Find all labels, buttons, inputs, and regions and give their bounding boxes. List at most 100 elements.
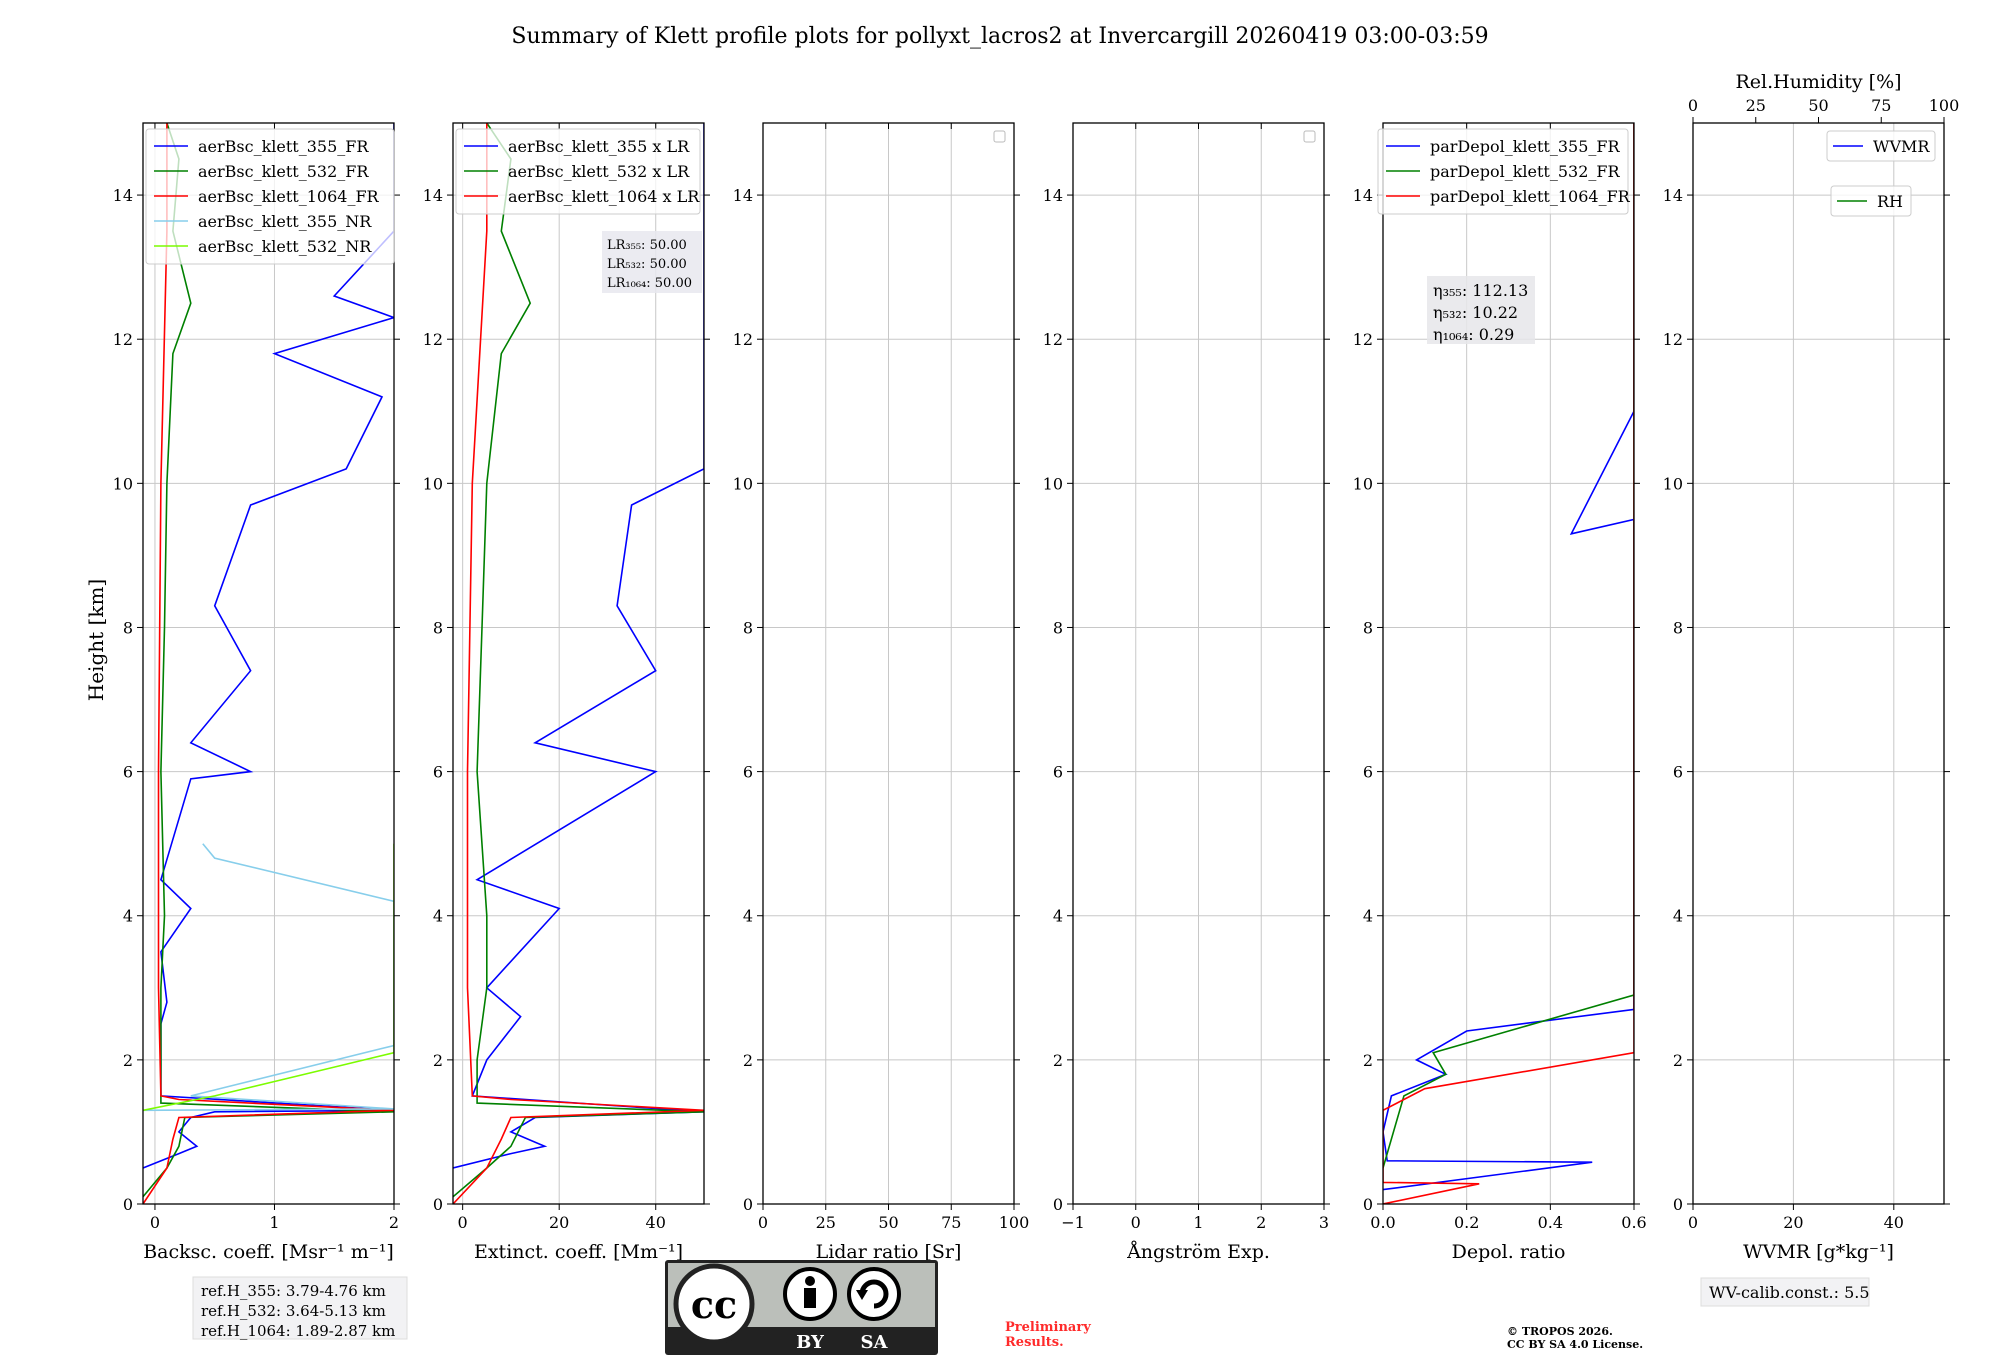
y-tick-label: 12 [1043,330,1063,349]
y-tick-label: 14 [1043,186,1063,205]
sa-label: SA [861,1332,889,1353]
legend-entry: parDepol_klett_355_FR [1430,137,1621,156]
x-tick-label: 3 [1319,1213,1329,1232]
legend-entry: aerBsc_klett_532_FR [198,162,369,181]
top-tick-label: 100 [1929,96,1960,115]
x-axis-label: WVMR [g*kg⁻¹] [1743,1241,1894,1263]
series-line-aerBsc_klett_532_NR [143,843,394,1112]
x-axis-label: Backsc. coeff. [Msr⁻¹ m⁻¹] [143,1241,394,1263]
x-tick-label: 0.2 [1454,1213,1479,1232]
y-tick-label: 6 [123,763,133,782]
y-tick-label: 14 [1663,186,1683,205]
y-tick-label: 0 [1053,1195,1063,1214]
x-tick-label: 0 [458,1213,468,1232]
y-tick-label: 4 [1673,907,1683,926]
y-tick-label: 10 [1663,474,1683,493]
legend-entry: aerBsc_klett_355_NR [198,212,372,231]
top-axis-label: Rel.Humidity [%] [1735,71,1901,93]
legend-entry: parDepol_klett_532_FR [1430,162,1621,181]
y-tick-label: 2 [1053,1051,1063,1070]
series-group [1383,123,1634,1204]
ref-height-1064: ref.H_1064: 1.89-2.87 km [201,1322,395,1340]
series-group [453,123,704,1204]
lr-annotation: LR₁₀₆₄: 50.00 [607,276,692,291]
x-tick-label: 40 [1884,1213,1904,1232]
x-tick-label: 75 [941,1213,961,1232]
x-tick-label: 2 [1256,1213,1266,1232]
series-line-1064 [1383,123,1634,1204]
y-tick-label: 8 [1673,618,1683,637]
by-label: BY [796,1332,825,1353]
copyright-line-1: © TROPOS 2026. [1507,1325,1613,1338]
legend-depol: parDepol_klett_355_FR parDepol_klett_532_… [1377,128,1631,215]
y-tick-label: 4 [743,907,753,926]
y-tick-label: 12 [733,330,753,349]
x-tick-label: 0 [1131,1213,1141,1232]
y-tick-label: 0 [1363,1195,1373,1214]
top-tick-label: 50 [1808,96,1828,115]
legend-rh: RH [1830,185,1912,217]
x-tick-label: 100 [999,1213,1030,1232]
x-tick-label: 1 [269,1213,279,1232]
legend-backscatter: aerBsc_klett_355_FR aerBsc_klett_532_FRae… [145,128,395,265]
y-tick-label: 14 [1353,186,1373,205]
y-tick-label: 4 [1053,907,1063,926]
legend-wvmr: WVMR [1826,130,1936,162]
top-tick-label: 25 [1746,96,1766,115]
preliminary-line-1: Preliminary [1005,1320,1091,1335]
y-tick-label: 2 [1673,1051,1683,1070]
y-tick-label: 0 [433,1195,443,1214]
copyright-line-2: CC BY SA 4.0 License. [1507,1338,1643,1351]
x-tick-label: −1 [1061,1213,1085,1232]
legend-entry: parDepol_klett_1064_FR [1430,187,1631,206]
x-tick-label: 0.0 [1370,1213,1395,1232]
legend-entry: aerBsc_klett_1064_FR [198,187,380,206]
series-line-532 [1383,123,1634,1169]
y-tick-label: 2 [743,1051,753,1070]
wv-calib-text: WV-calib.const.: 5.5 [1709,1283,1870,1302]
empty-legend [1303,130,1316,143]
y-tick-label: 10 [423,474,443,493]
y-tick-label: 10 [733,474,753,493]
y-tick-label: 0 [123,1195,133,1214]
empty-legend [993,130,1006,143]
y-tick-label: 8 [433,618,443,637]
chart-title: Summary of Klett profile plots for polly… [511,24,1488,49]
y-tick-label: 4 [1363,907,1373,926]
legend-extinction: aerBsc_klett_355 x LR aerBsc_klett_532 x … [455,128,701,215]
y-tick-label: 6 [1673,763,1683,782]
y-tick-label: 8 [123,618,133,637]
eta-annotation: η₁₀₆₄: 0.29 [1433,325,1514,344]
y-tick-label: 14 [423,186,443,205]
y-tick-label: 8 [1363,618,1373,637]
y-tick-label: 12 [113,330,133,349]
y-tick-label: 4 [433,907,443,926]
y-tick-label: 2 [433,1051,443,1070]
y-tick-label: 6 [1053,763,1063,782]
x-tick-label: 20 [1783,1213,1803,1232]
series-group [143,123,394,1204]
cc-text: cc [691,1282,737,1327]
panel-extinction: 0 20 40 0 2 4 6 8 10 12 14 Extinct. coeff. [Mm⁻¹] ae… [423,122,710,1263]
legend-entry: aerBsc_klett_1064 x LR [508,187,700,206]
lr-annotation: LR₅₃₂: 50.00 [607,257,687,272]
ref-heights-box: ref.H_355: 3.79-4.76 km ref.H_532: 3.64-… [192,1276,408,1340]
y-tick-label: 10 [113,474,133,493]
axes-frame [142,122,395,1205]
y-tick-label: 10 [1353,474,1373,493]
x-tick-label: 0 [150,1213,160,1232]
wv-calib-box: WV-calib.const.: 5.5 [1700,1277,1870,1307]
eta-annotations: η₃₅₅: 112.13 η₅₃₂: 10.22 η₁₀₆₄: 0.29 [1427,276,1535,344]
series-line-355xLR [453,123,704,1169]
y-tick-label: 10 [1043,474,1063,493]
x-tick-label: 40 [646,1213,666,1232]
x-tick-label: 0 [1688,1213,1698,1232]
legend-entry-rh: RH [1877,192,1903,211]
x-tick-label: 0.4 [1538,1213,1563,1232]
legend-entry: aerBsc_klett_355 x LR [508,137,690,156]
y-tick-label: 2 [1363,1051,1373,1070]
